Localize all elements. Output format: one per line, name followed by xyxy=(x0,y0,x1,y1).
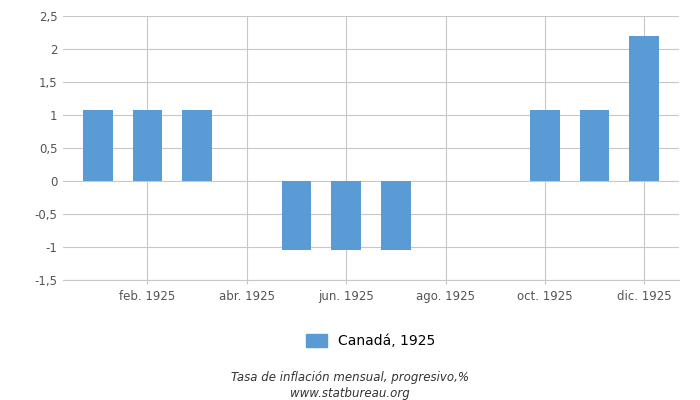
Bar xyxy=(132,110,162,181)
Bar xyxy=(580,110,610,181)
Legend: Canadá, 1925: Canadá, 1925 xyxy=(307,334,435,348)
Bar xyxy=(530,110,560,181)
Bar xyxy=(629,36,659,181)
Bar xyxy=(182,110,212,181)
Bar xyxy=(331,181,361,250)
Bar xyxy=(83,110,113,181)
Text: www.statbureau.org: www.statbureau.org xyxy=(290,388,410,400)
Bar xyxy=(281,181,312,250)
Bar xyxy=(381,181,411,250)
Text: Tasa de inflación mensual, progresivo,%: Tasa de inflación mensual, progresivo,% xyxy=(231,372,469,384)
